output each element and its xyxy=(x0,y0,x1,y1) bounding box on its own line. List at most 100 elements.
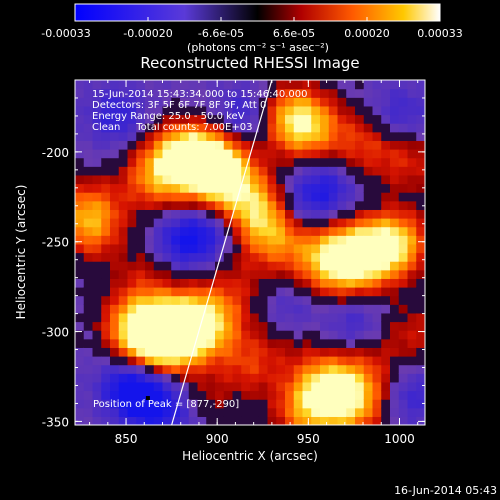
heatmap-cell xyxy=(258,364,269,374)
heatmap-cell xyxy=(355,321,365,331)
heatmap-cell xyxy=(241,287,251,297)
heatmap-cell xyxy=(320,312,330,323)
heatmap-cell xyxy=(171,192,181,202)
heatmap-cell xyxy=(250,381,260,392)
heatmap-cell xyxy=(267,174,277,185)
heatmap-cell xyxy=(75,252,85,262)
heatmap-cell xyxy=(92,97,102,107)
heatmap-cell xyxy=(171,252,181,262)
heatmap-cell xyxy=(162,80,172,90)
heatmap-cell xyxy=(258,261,269,271)
heatmap-cell xyxy=(232,218,242,228)
heatmap-cell xyxy=(92,373,102,383)
heatmap-cell xyxy=(180,416,190,425)
heatmap-cell xyxy=(180,183,190,193)
heatmap-cell xyxy=(101,338,111,348)
heatmap-cell xyxy=(293,174,304,185)
heatmap-cell xyxy=(188,321,199,331)
heatmap-cell xyxy=(153,140,164,150)
heatmap-cell xyxy=(83,114,94,124)
heatmap-cell xyxy=(311,373,321,383)
heatmap-cell xyxy=(197,123,207,133)
heatmap-cell xyxy=(153,97,164,107)
heatmap-cell xyxy=(381,218,391,228)
heatmap-cell xyxy=(75,399,85,409)
heatmap-cell xyxy=(153,252,164,262)
heatmap-cell xyxy=(311,330,321,340)
heatmap-cell xyxy=(346,80,356,90)
heatmap-cell xyxy=(180,278,190,288)
heatmap-cell xyxy=(206,407,216,417)
heatmap-cell xyxy=(381,312,391,323)
heatmap-cell xyxy=(346,166,356,176)
heatmap-cell xyxy=(407,166,417,176)
heatmap-cell xyxy=(171,381,181,392)
heatmap-cell xyxy=(241,200,251,210)
heatmap-cell xyxy=(206,338,216,348)
heatmap-cell xyxy=(215,149,225,159)
heatmap-cell xyxy=(241,97,251,107)
heatmap-cell xyxy=(346,312,356,323)
heatmap-cell xyxy=(232,373,242,383)
heatmap-cell xyxy=(250,114,260,124)
heatmap-cell xyxy=(311,312,321,323)
heatmap-cell xyxy=(241,330,251,340)
heatmap-cell xyxy=(232,287,242,297)
heatmap-cell xyxy=(381,174,391,185)
heatmap-cell xyxy=(258,407,269,417)
heatmap-cell xyxy=(390,252,400,262)
heatmap-cell xyxy=(110,269,120,279)
heatmap-cell xyxy=(215,407,225,417)
heatmap-cell xyxy=(101,356,111,366)
heatmap-cell xyxy=(232,243,242,254)
heatmap-cell xyxy=(110,80,120,90)
heatmap-cell xyxy=(136,252,146,262)
heatmap-cell xyxy=(293,235,304,245)
heatmap-cell xyxy=(153,105,164,116)
heatmap-cell xyxy=(92,157,102,167)
heatmap-cell xyxy=(355,200,365,210)
heatmap-cell xyxy=(372,321,382,331)
heatmap-cell xyxy=(416,364,425,374)
heatmap-cell xyxy=(153,295,164,305)
heatmap-cell xyxy=(92,269,102,279)
heatmap-cell xyxy=(398,200,409,210)
heatmap-cell xyxy=(398,157,409,167)
heatmap-cell xyxy=(241,261,251,271)
heatmap-cell xyxy=(372,226,382,236)
heatmap-cell xyxy=(390,183,400,193)
heatmap-cell xyxy=(372,243,382,254)
heatmap-cell xyxy=(337,97,347,107)
heatmap-cell xyxy=(285,287,295,297)
heatmap-cell xyxy=(83,131,94,141)
heatmap-cell xyxy=(83,287,94,297)
heatmap-cell xyxy=(206,174,216,185)
heatmap-cell xyxy=(145,166,155,176)
heatmap-cell xyxy=(197,338,207,348)
heatmap-cell xyxy=(328,218,339,228)
heatmap-cell xyxy=(381,356,391,366)
heatmap-cell xyxy=(398,321,409,331)
heatmap-cell xyxy=(346,381,356,392)
heatmap-cell xyxy=(92,330,102,340)
heatmap-cell xyxy=(232,312,242,323)
heatmap-cell xyxy=(241,114,251,124)
heatmap-cell xyxy=(346,373,356,383)
heatmap-cell xyxy=(267,183,277,193)
heatmap-cell xyxy=(407,295,417,305)
heatmap-cell xyxy=(372,364,382,374)
heatmap-cell xyxy=(302,373,312,383)
heatmap-cell xyxy=(83,356,94,366)
heatmap-cell xyxy=(398,416,409,425)
heatmap-cell xyxy=(75,261,85,271)
heatmap-cell xyxy=(311,183,321,193)
heatmap-cell xyxy=(372,157,382,167)
heatmap-cell xyxy=(407,131,417,141)
heatmap-cell xyxy=(363,278,374,288)
heatmap-cell xyxy=(250,373,260,383)
heatmap-cell xyxy=(337,416,347,425)
heatmap-cell xyxy=(215,140,225,150)
heatmap-cell xyxy=(267,312,277,323)
heatmap-cell xyxy=(328,381,339,392)
heatmap-cell xyxy=(302,157,312,167)
